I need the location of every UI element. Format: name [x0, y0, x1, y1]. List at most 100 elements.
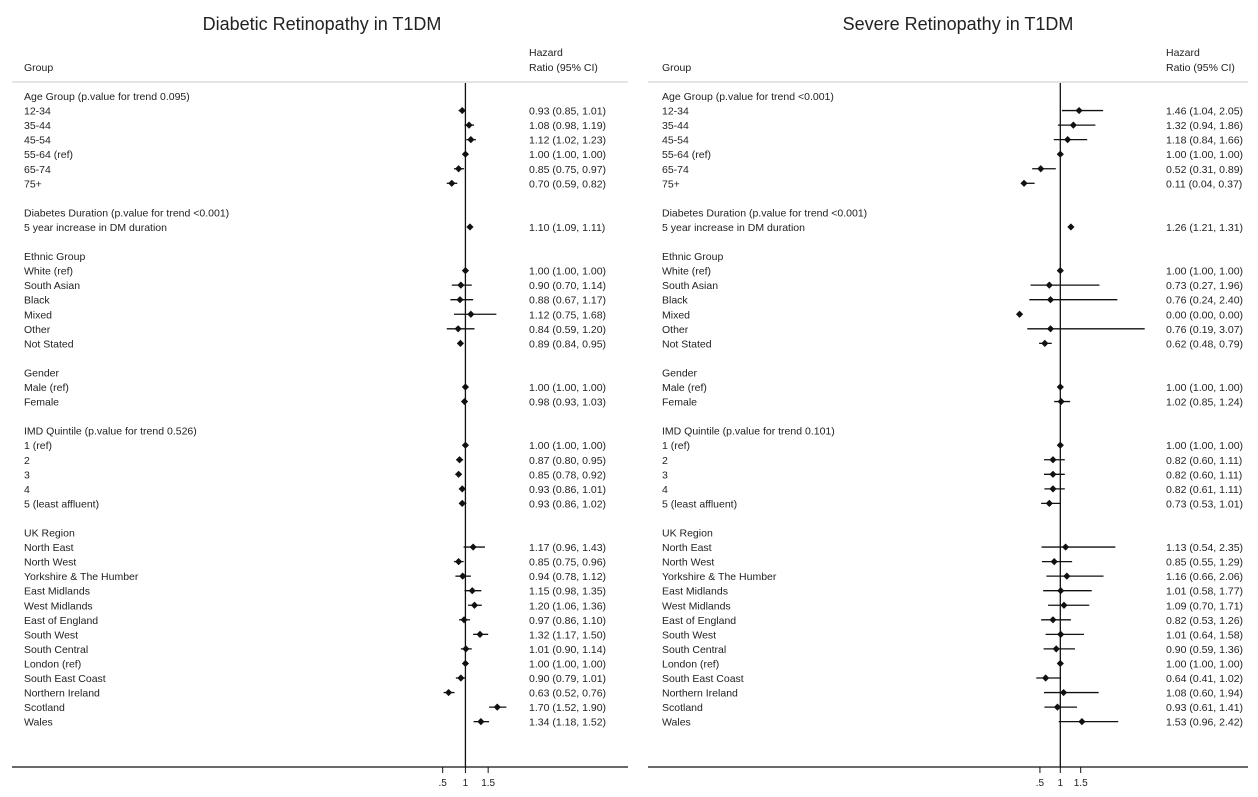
hazard-ratio-text: 0.84 (0.59, 1.20) — [529, 324, 606, 336]
hazard-ratio-text: 0.52 (0.31, 0.89) — [1166, 164, 1243, 176]
row-label: 3 — [24, 469, 30, 481]
point-estimate-marker — [470, 601, 479, 609]
group-heading: UK Region — [24, 528, 75, 540]
row-label: Wales — [24, 717, 53, 729]
row-label: South West — [24, 629, 78, 641]
point-estimate-marker — [444, 688, 453, 697]
row-label: North West — [662, 557, 714, 569]
row-label: 35-44 — [662, 120, 689, 132]
hazard-ratio-text: 1.00 (1.00, 1.00) — [1166, 658, 1243, 670]
row-label: North East — [24, 542, 74, 554]
hazard-ratio-text: 0.70 (0.59, 0.82) — [529, 178, 606, 190]
point-estimate-marker — [469, 543, 477, 551]
row-label: East of England — [24, 615, 98, 627]
row-label: 45-54 — [662, 135, 689, 147]
group-heading: Gender — [662, 367, 698, 379]
point-estimate-marker — [457, 281, 465, 289]
group-heading: Age Group (p.value for trend 0.095) — [24, 91, 190, 103]
row-label: Northern Ireland — [24, 688, 100, 700]
hazard-ratio-text: 1.00 (1.00, 1.00) — [529, 382, 606, 394]
point-estimate-marker — [1045, 499, 1053, 507]
point-estimate-marker — [466, 223, 474, 231]
row-label: West Midlands — [24, 600, 93, 612]
row-label: North East — [662, 542, 712, 554]
point-estimate-marker — [467, 310, 475, 318]
x-tick-label: 1 — [1058, 778, 1064, 789]
row-label: 75+ — [662, 178, 680, 190]
group-heading: UK Region — [662, 528, 713, 540]
hazard-ratio-text: 1.32 (0.94, 1.86) — [1166, 120, 1243, 132]
point-estimate-marker — [1075, 106, 1083, 115]
row-label: Other — [662, 324, 689, 336]
hazard-ratio-text: 0.88 (0.67, 1.17) — [529, 295, 606, 307]
row-label: 55-64 (ref) — [662, 149, 711, 161]
row-label: Not Stated — [24, 338, 74, 350]
row-label: 12-34 — [662, 106, 689, 118]
row-label: London (ref) — [662, 658, 719, 670]
hazard-ratio-text: 1.00 (1.00, 1.00) — [1166, 440, 1243, 452]
hr-column-header-line2: Ratio (95% CI) — [1166, 62, 1235, 74]
row-label: West Midlands — [662, 600, 731, 612]
group-heading: Ethnic Group — [662, 251, 723, 263]
hazard-ratio-text: 0.93 (0.86, 1.01) — [529, 484, 606, 496]
row-label: Black — [662, 295, 688, 307]
row-label: 4 — [24, 484, 30, 496]
point-estimate-marker — [456, 339, 465, 347]
point-estimate-marker — [1069, 121, 1077, 129]
row-label: North West — [24, 557, 76, 569]
hazard-ratio-text: 0.93 (0.85, 1.01) — [529, 106, 606, 118]
point-estimate-marker — [448, 179, 456, 187]
point-estimate-marker — [1049, 470, 1057, 478]
x-tick-label: 1 — [463, 778, 469, 789]
row-label: East Midlands — [662, 586, 728, 598]
hazard-ratio-text: 0.82 (0.53, 1.26) — [1166, 615, 1243, 627]
point-estimate-marker — [476, 630, 484, 638]
hazard-ratio-text: 1.08 (0.60, 1.94) — [1166, 688, 1243, 700]
point-estimate-marker — [1063, 572, 1071, 580]
point-estimate-marker — [1046, 325, 1055, 333]
hr-column-header-line1: Hazard — [1166, 47, 1200, 59]
hazard-ratio-text: 0.76 (0.19, 3.07) — [1166, 324, 1243, 336]
hazard-ratio-text: 1.16 (0.66, 2.06) — [1166, 571, 1243, 583]
row-label: Scotland — [24, 702, 65, 714]
x-tick-label: .5 — [1036, 778, 1045, 789]
hazard-ratio-text: 0.90 (0.59, 1.36) — [1166, 644, 1243, 656]
hazard-ratio-text: 0.76 (0.24, 2.40) — [1166, 295, 1243, 307]
hazard-ratio-text: 1.08 (0.98, 1.19) — [529, 120, 606, 132]
hazard-ratio-text: 1.00 (1.00, 1.00) — [529, 658, 606, 670]
hazard-ratio-text: 1.01 (0.64, 1.58) — [1166, 629, 1243, 641]
row-label: 12-34 — [24, 106, 51, 118]
panel-1: Diabetic Retinopathy in T1DM Group Hazard R… — [12, 14, 628, 789]
point-estimate-marker — [456, 296, 464, 304]
row-label: 2 — [662, 455, 668, 467]
hazard-ratio-text: 0.93 (0.86, 1.02) — [529, 498, 606, 510]
row-label: South Central — [24, 644, 88, 656]
point-estimate-marker — [1049, 616, 1057, 624]
point-estimate-marker — [1052, 645, 1060, 653]
hazard-ratio-text: 0.85 (0.75, 0.97) — [529, 164, 606, 176]
point-estimate-marker — [468, 587, 476, 595]
point-estimate-marker — [1042, 674, 1050, 682]
group-heading: Ethnic Group — [24, 251, 85, 263]
point-estimate-marker — [1046, 296, 1055, 304]
panel-title: Severe Retinopathy in T1DM — [843, 14, 1074, 34]
row-label: 5 (least affluent) — [24, 498, 99, 510]
row-label: Male (ref) — [662, 382, 707, 394]
row-label: White (ref) — [662, 266, 711, 278]
hazard-ratio-text: 0.73 (0.53, 1.01) — [1166, 498, 1243, 510]
row-label: 4 — [662, 484, 668, 496]
hazard-ratio-text: 1.00 (1.00, 1.00) — [529, 440, 606, 452]
hazard-ratio-text: 0.98 (0.93, 1.03) — [529, 397, 606, 409]
point-estimate-marker — [458, 106, 466, 115]
hazard-ratio-text: 1.01 (0.58, 1.77) — [1166, 586, 1243, 598]
point-estimate-marker — [458, 485, 466, 493]
x-tick-label: .5 — [439, 778, 448, 789]
hazard-ratio-text: 0.85 (0.75, 0.96) — [529, 557, 606, 569]
hazard-ratio-text: 1.20 (1.06, 1.36) — [529, 600, 606, 612]
point-estimate-marker — [465, 121, 473, 129]
row-label: South Central — [662, 644, 726, 656]
point-estimate-marker — [1053, 703, 1062, 711]
row-label: 1 (ref) — [24, 440, 52, 452]
row-label: Female — [24, 397, 59, 409]
